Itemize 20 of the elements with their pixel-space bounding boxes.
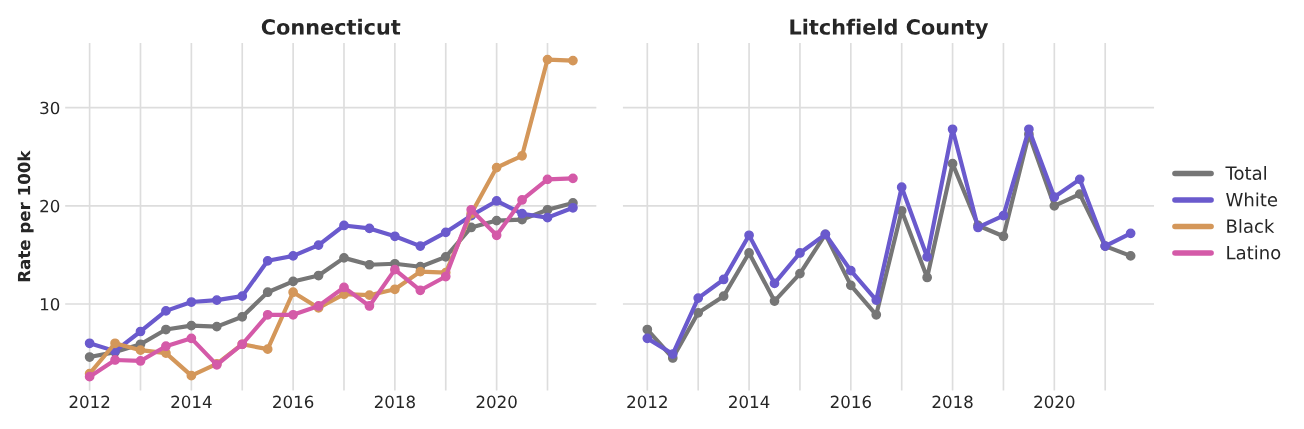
- x-tick-label: 2018: [374, 395, 415, 409]
- x-tick-label: 2016: [273, 395, 314, 409]
- legend-label: Total: [1225, 166, 1266, 180]
- y-tick-label: 20: [40, 199, 60, 213]
- legend-label: White: [1226, 192, 1278, 207]
- chart-title: Litchfield County: [790, 18, 989, 40]
- x-tick-label: 2016: [830, 395, 871, 409]
- chart-title: Connecticut: [261, 18, 401, 35]
- x-tick-label: 2014: [729, 395, 770, 409]
- x-tick-label: 2020: [476, 395, 517, 409]
- y-tick-label: 30: [40, 101, 60, 115]
- x-tick-label: 2018: [932, 395, 973, 409]
- y-tick-label: 10: [40, 297, 60, 311]
- legend-label: Latino: [1227, 245, 1281, 260]
- x-tick-label: 2012: [627, 395, 667, 409]
- x-tick-label: 2020: [1034, 395, 1075, 409]
- x-tick-label: 2012: [69, 395, 110, 409]
- legend-label: Black: [1227, 219, 1275, 233]
- y-axis-title: Rate per 100k: [17, 150, 34, 282]
- x-tick-label: 2014: [171, 395, 212, 409]
